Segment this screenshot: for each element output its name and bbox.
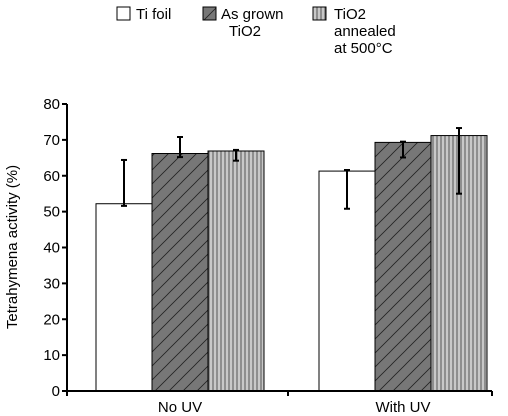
error-bar-annealed-no-uv [233,148,239,162]
x-category-label-with-uv: With UV [375,399,430,416]
legend-label-as-grown-line2: TiO2 [229,23,261,40]
legend-label-annealed-line2: annealed [334,23,396,40]
y-tick-label-50: 50 [43,204,60,221]
bar-ti-foil-no-uv [95,203,153,392]
legend-swatch-ti-foil [116,6,131,21]
error-bar-ti-foil-with-uv [344,169,350,210]
bar-as-grown-with-uv [374,141,432,392]
x-category-label-no-uv: No UV [158,399,202,416]
y-tick-label-40: 40 [43,240,60,257]
legend-swatch-annealed [312,6,327,21]
legend: Ti foil As grown TiO2 TiO2 annealed at 5… [116,6,396,57]
y-tick-label-70: 70 [43,132,60,149]
y-tick-label-80: 80 [43,96,60,113]
error-bar-as-grown-with-uv [400,140,406,159]
legend-label-as-grown-line1: As grown [221,6,284,23]
legend-label-annealed-line1: TiO2 [334,6,366,23]
y-tick-label-30: 30 [43,275,60,292]
y-tick-label-10: 10 [43,347,60,364]
legend-label-ti-foil: Ti foil [136,6,171,23]
y-tick-label-20: 20 [43,311,60,328]
error-bar-as-grown-no-uv [177,136,183,159]
legend-item-as-grown: As grown TiO2 [202,6,284,40]
y-tick-label-60: 60 [43,168,60,185]
error-bar-ti-foil-no-uv [121,158,127,207]
legend-item-ti-foil: Ti foil [116,6,171,23]
y-axis-label: Tetrahymena activity (%) [4,165,21,329]
legend-swatch-as-grown [202,6,217,21]
plot-area: No UV With UV 0 10 20 30 40 50 60 70 80 [43,96,493,416]
error-bar-annealed-with-uv [456,127,462,195]
legend-label-annealed-line3: at 500°C [334,40,393,57]
bar-annealed-no-uv [207,150,265,392]
y-tick-label-0: 0 [52,383,60,400]
bar-as-grown-no-uv [151,153,209,392]
legend-item-annealed: TiO2 annealed at 500°C [312,6,396,57]
